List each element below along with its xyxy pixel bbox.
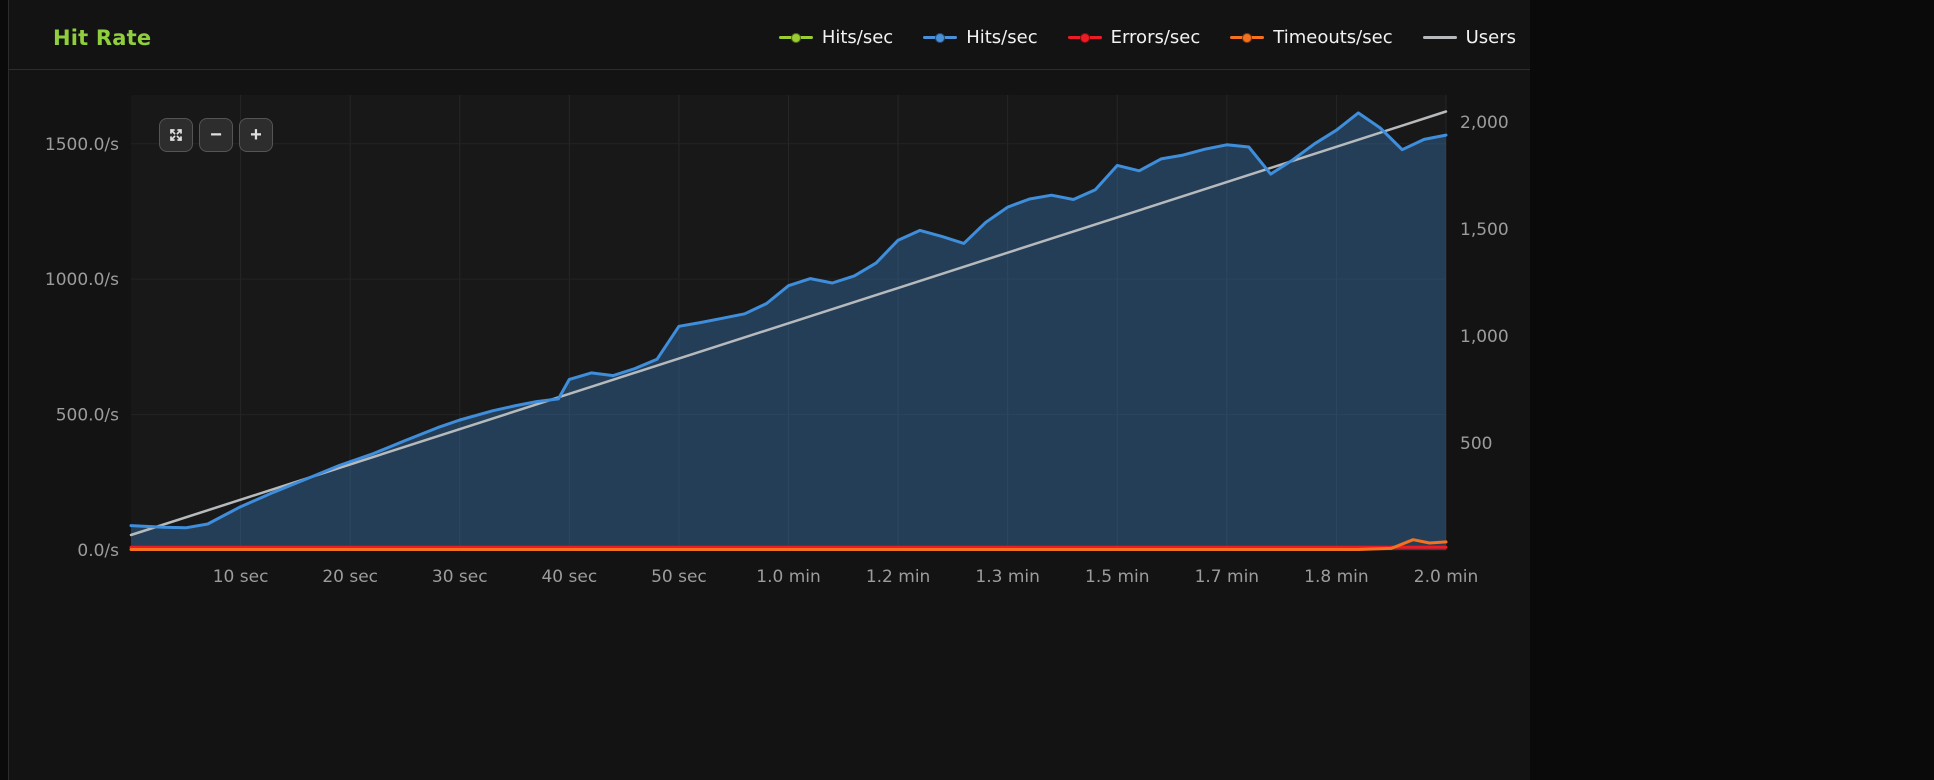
x-axis-label: 1.2 min (866, 567, 931, 587)
hit-rate-panel: Hit Rate Hits/sec Hits/sec Errors/sec Timeo… (8, 0, 1530, 780)
legend-label: Errors/sec (1110, 27, 1201, 48)
legend-marker-icon (778, 32, 813, 43)
x-axis-label: 2.0 min (1414, 567, 1479, 587)
right-axis-label: 1,000 (1460, 327, 1509, 347)
x-axis-label: 40 sec (541, 567, 597, 587)
series-area-hits-sec (131, 112, 1446, 551)
right-axis-label: 2,000 (1460, 113, 1509, 133)
legend-item-hits-sec-1[interactable]: Hits/sec (923, 27, 1038, 48)
x-axis-label: 50 sec (651, 567, 707, 587)
legend-item-hits-sec-0[interactable]: Hits/sec (778, 27, 894, 48)
legend-item-users-4[interactable]: Users (1422, 27, 1516, 48)
x-axis-label: 30 sec (432, 567, 488, 587)
legend-marker-icon (1422, 33, 1457, 43)
panel-title: Hit Rate (53, 25, 152, 50)
x-axis-label: 1.3 min (975, 567, 1040, 587)
series-line-users (129, 110, 1448, 537)
zoom-controls: − + (159, 118, 273, 152)
x-axis-label: 20 sec (322, 567, 378, 587)
right-axis-label: 500 (1460, 434, 1492, 454)
x-axis-label: 1.7 min (1195, 567, 1260, 587)
left-axis-label: 0.0/s (77, 541, 119, 561)
x-axis-label: 10 sec (213, 567, 269, 587)
legend-label: Users (1465, 27, 1516, 48)
legend-marker-icon (923, 32, 958, 43)
legend-label: Hits/sec (966, 27, 1038, 48)
legend-marker-icon (1067, 32, 1102, 43)
right-axis-label: 1,500 (1460, 220, 1509, 240)
legend: Hits/sec Hits/sec Errors/sec Timeouts/sec Us… (778, 27, 1516, 48)
series-line-timeouts-sec (129, 538, 1448, 551)
panel-header: Hit Rate Hits/sec Hits/sec Errors/sec Timeo… (9, 0, 1530, 70)
zoom-in-button[interactable]: + (239, 118, 273, 152)
reset-zoom-button[interactable] (159, 118, 193, 152)
x-axis-label: 1.8 min (1304, 567, 1369, 587)
chart-area: − + 0.0/s 500.0/s 1000.0/s 1500.0/s 500 1,000… (9, 80, 1531, 600)
x-axis-label: 1.5 min (1085, 567, 1150, 587)
zoom-out-button[interactable]: − (199, 118, 233, 152)
legend-label: Timeouts/sec (1273, 27, 1393, 48)
hit-rate-chart[interactable]: 0.0/s 500.0/s 1000.0/s 1500.0/s 500 1,000 1,50… (9, 80, 1531, 600)
x-axis-label: 1.0 min (756, 567, 821, 587)
left-axis-label: 1500.0/s (45, 135, 119, 155)
legend-marker-icon (1230, 32, 1265, 43)
legend-item-timeouts-sec-3[interactable]: Timeouts/sec (1230, 27, 1393, 48)
expand-icon (168, 127, 184, 143)
legend-label: Hits/sec (821, 27, 894, 48)
left-axis-label: 1000.0/s (45, 270, 119, 290)
series-line-hits-sec (129, 111, 1448, 530)
left-axis-label: 500.0/s (56, 406, 119, 426)
legend-item-errors-sec-2[interactable]: Errors/sec (1067, 27, 1201, 48)
